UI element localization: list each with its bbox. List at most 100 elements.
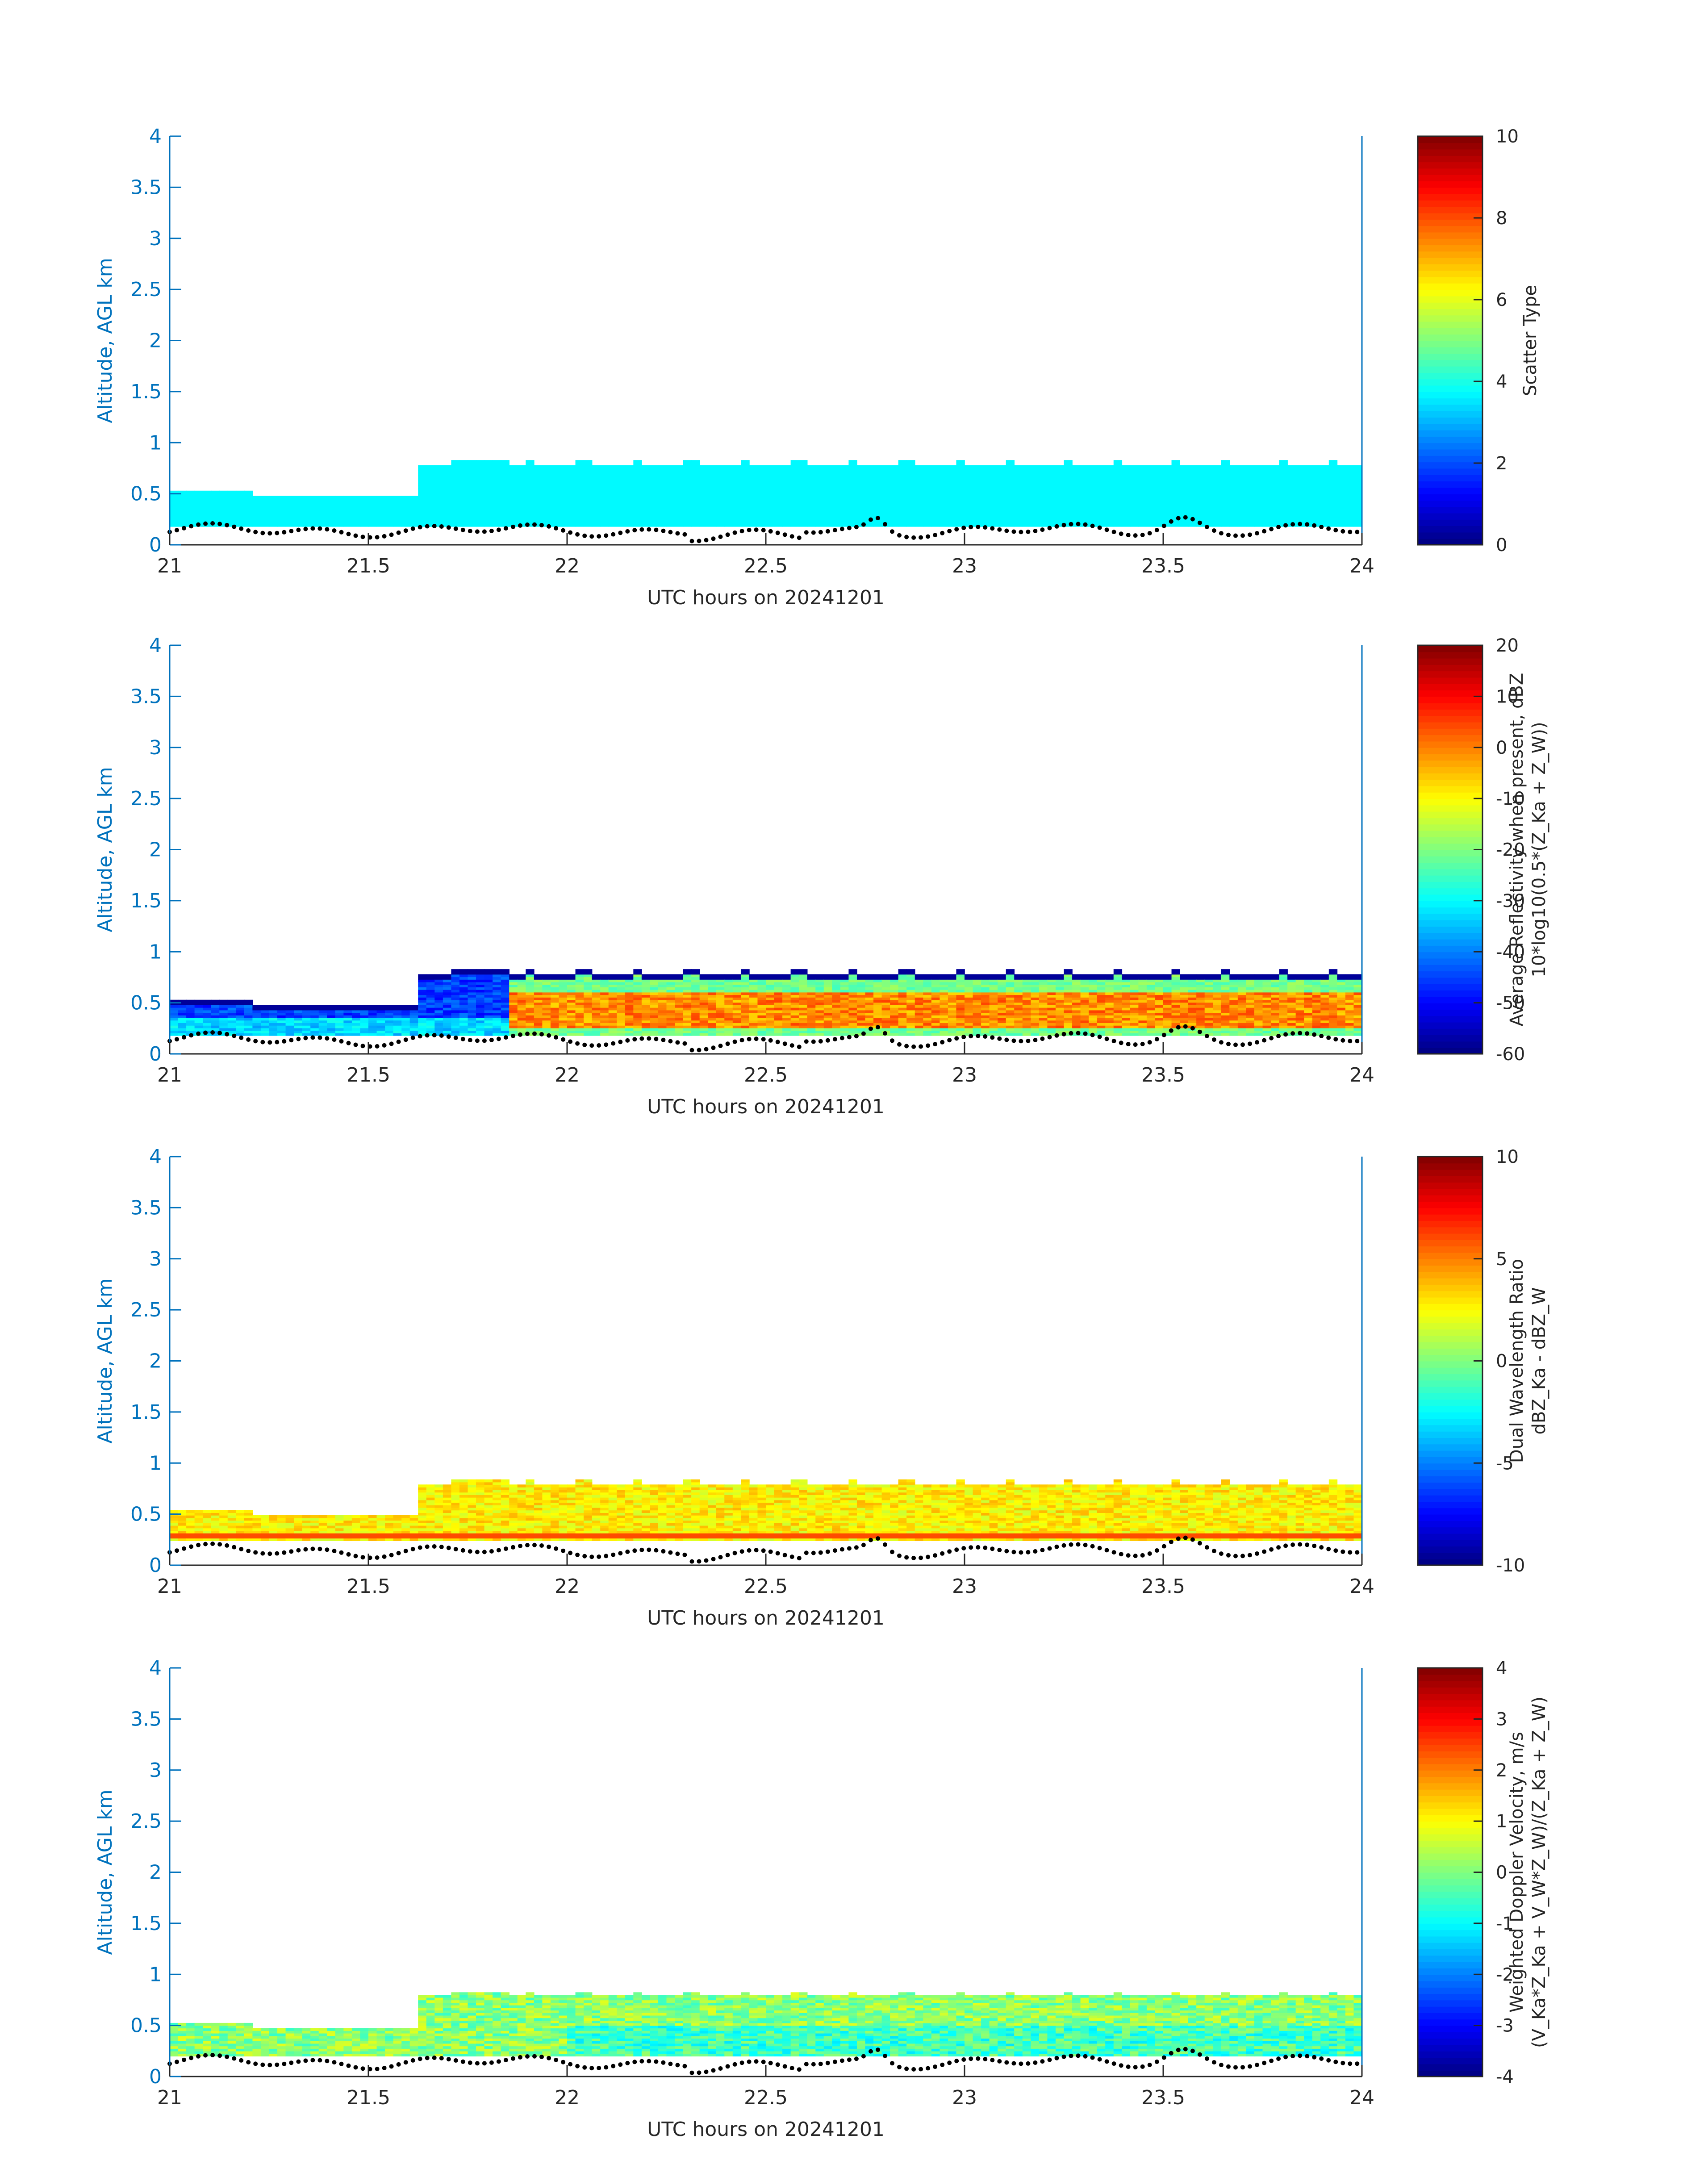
heatmap-cell	[1014, 481, 1023, 484]
heatmap-cell	[1047, 473, 1056, 476]
heatmap-cell	[335, 1023, 344, 1026]
heatmap-cell	[667, 982, 675, 985]
heatmap-cell	[434, 979, 443, 982]
heatmap-cell	[178, 501, 187, 504]
heatmap-cell	[749, 521, 758, 524]
heatmap-cell	[683, 521, 692, 524]
heatmap-cell	[518, 498, 526, 501]
heatmap-cell	[675, 1002, 683, 1005]
heatmap-cell	[518, 997, 526, 1000]
heatmap-cell	[476, 984, 484, 987]
heatmap-cell	[451, 987, 459, 990]
heatmap-cell	[501, 485, 509, 489]
heatmap-cell	[633, 1012, 642, 1015]
heatmap-cell	[658, 488, 667, 491]
heatmap-cell	[782, 997, 791, 1000]
heatmap-cell	[170, 506, 178, 509]
heatmap-cell	[766, 977, 774, 980]
heatmap-cell	[741, 969, 749, 972]
heatmap-cell	[691, 514, 700, 517]
heatmap-cell	[1023, 488, 1031, 491]
heatmap-cell	[592, 506, 601, 509]
heatmap-cell	[443, 1025, 451, 1028]
ground-dot	[1248, 532, 1252, 537]
heatmap-cell	[310, 1010, 319, 1013]
heatmap-cell	[526, 994, 534, 998]
ground-dot	[1083, 522, 1088, 527]
heatmap-cell	[551, 1018, 559, 1021]
heatmap-cell	[642, 468, 650, 471]
heatmap-cell	[990, 509, 998, 512]
heatmap-cell	[443, 979, 451, 982]
heatmap-cell	[1296, 465, 1304, 468]
heatmap-cell	[468, 473, 476, 476]
heatmap-cell	[1263, 493, 1271, 496]
heatmap-cell	[956, 491, 965, 494]
heatmap-cell	[1105, 473, 1114, 476]
heatmap-cell	[791, 990, 799, 993]
heatmap-cell	[741, 1005, 749, 1008]
heatmap-cell	[1205, 506, 1213, 509]
heatmap-cell	[1180, 511, 1188, 514]
heatmap-cell	[1014, 519, 1023, 522]
heatmap-cell	[741, 496, 749, 499]
heatmap-cell	[691, 987, 700, 990]
heatmap-cell	[733, 1015, 741, 1018]
heatmap-cell	[195, 1007, 203, 1011]
heatmap-cell	[733, 1010, 741, 1013]
heatmap-cell	[211, 1018, 220, 1021]
heatmap-cell	[1296, 511, 1304, 514]
heatmap-cell	[1296, 481, 1304, 484]
heatmap-cell	[766, 521, 774, 524]
heatmap-cell	[940, 498, 948, 501]
heatmap-cell	[418, 990, 426, 993]
heatmap-cell	[1180, 496, 1188, 499]
heatmap-cell	[1320, 475, 1329, 478]
heatmap-cell	[228, 501, 236, 504]
heatmap-cell	[567, 1033, 576, 1036]
heatmap-cell	[741, 485, 749, 489]
heatmap-cell	[203, 496, 211, 499]
heatmap-cell	[501, 992, 509, 995]
heatmap-cell	[782, 488, 791, 491]
heatmap-cell	[1105, 483, 1114, 486]
heatmap-cell	[1163, 473, 1172, 476]
heatmap-cell	[1039, 511, 1048, 514]
heatmap-cell	[352, 516, 360, 519]
heatmap-cell	[1320, 481, 1329, 484]
heatmap-cell	[368, 1015, 377, 1018]
heatmap-cell	[542, 511, 551, 514]
heatmap-cell	[658, 997, 667, 1000]
ground-dot	[711, 536, 716, 541]
ground-dot	[354, 534, 358, 538]
heatmap-cell	[1304, 493, 1312, 496]
heatmap-cell	[890, 465, 898, 468]
heatmap-cell	[1246, 468, 1254, 471]
heatmap-cell	[931, 493, 940, 496]
heatmap-cell	[534, 496, 543, 499]
heatmap-cell	[973, 468, 981, 471]
heatmap-cell	[518, 974, 526, 978]
heatmap-cell	[1172, 463, 1180, 466]
heatmap-cell	[418, 465, 426, 468]
heatmap-cell	[518, 516, 526, 519]
heatmap-cell	[1006, 506, 1015, 509]
heatmap-cell	[1172, 483, 1180, 486]
ground-dot	[454, 526, 458, 531]
heatmap-cell	[501, 1023, 509, 1026]
heatmap-cell	[443, 498, 451, 501]
heatmap-cell	[981, 493, 990, 496]
heatmap-cell	[840, 506, 849, 509]
heatmap-cell	[642, 514, 650, 517]
heatmap-cell	[459, 483, 468, 486]
heatmap-cell	[170, 496, 178, 499]
heatmap-cell	[973, 493, 981, 496]
heatmap-cell	[708, 982, 716, 985]
ground-dot	[347, 532, 351, 536]
heatmap-cell	[493, 997, 501, 1000]
heatmap-cell	[807, 475, 816, 478]
heatmap-cell	[609, 1023, 617, 1026]
heatmap-cell	[658, 1007, 667, 1011]
heatmap-cell	[633, 496, 642, 499]
heatmap-cell	[1031, 496, 1039, 499]
